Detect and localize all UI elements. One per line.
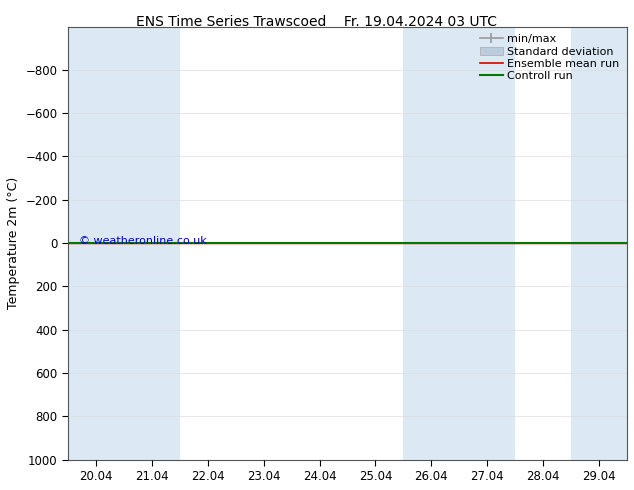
- Bar: [460, 26, 515, 460]
- Bar: [403, 26, 460, 460]
- Y-axis label: Temperature 2m (°C): Temperature 2m (°C): [7, 177, 20, 309]
- Text: ENS Time Series Trawscoed    Fr. 19.04.2024 03 UTC: ENS Time Series Trawscoed Fr. 19.04.2024…: [136, 15, 498, 29]
- Legend: min/max, Standard deviation, Ensemble mean run, Controll run: min/max, Standard deviation, Ensemble me…: [478, 32, 621, 83]
- Text: © weatheronline.co.uk: © weatheronline.co.uk: [79, 236, 207, 246]
- Bar: [68, 26, 124, 460]
- Bar: [124, 26, 180, 460]
- Bar: [571, 26, 627, 460]
